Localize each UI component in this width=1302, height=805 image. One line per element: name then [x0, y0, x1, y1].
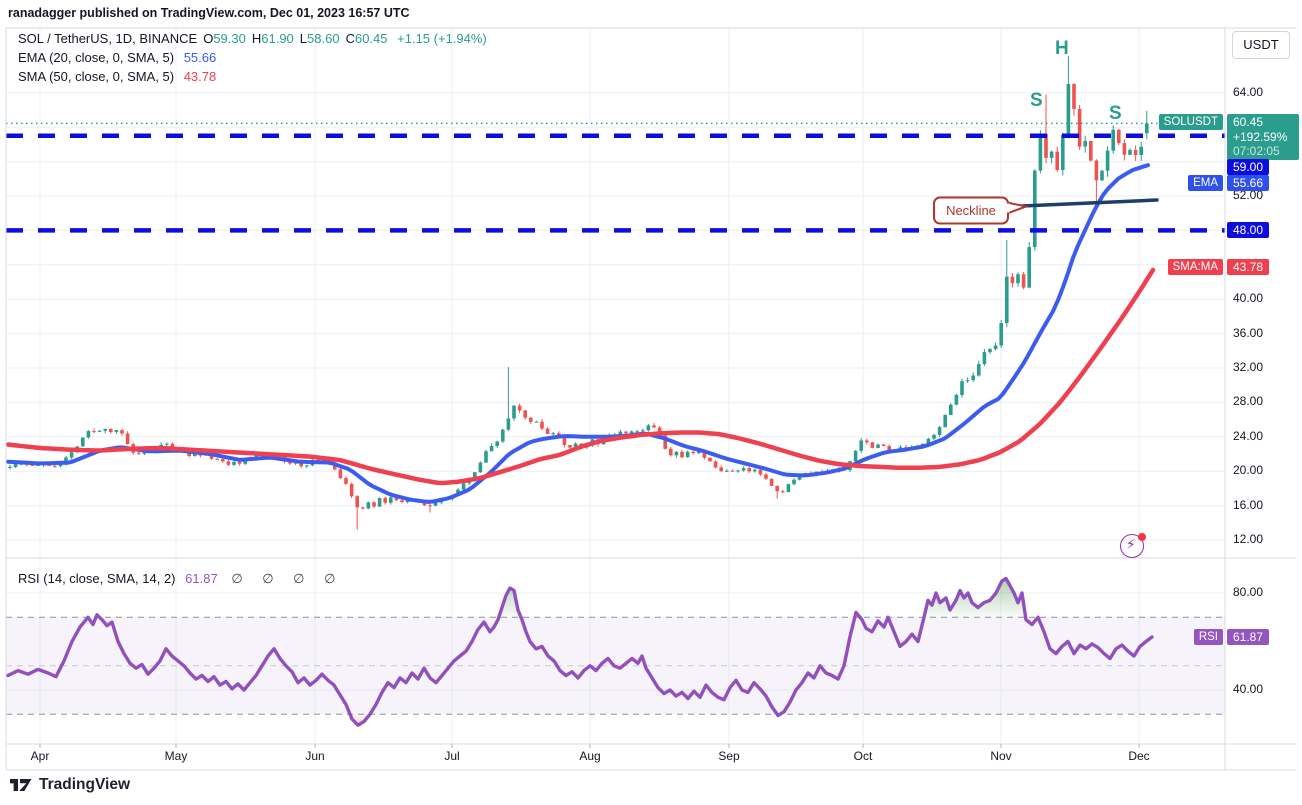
rsi-empty-params: ∅ ∅ ∅ ∅: [231, 571, 344, 586]
price-tick: 36.00: [1233, 325, 1264, 340]
price-tick: 52.00: [1233, 188, 1264, 202]
current-price-value: 60.45: [1233, 115, 1264, 129]
rsi-value-badge: 61.87: [1227, 629, 1270, 645]
change-value: +1.15 (+1.94%): [397, 31, 487, 46]
month-label: Oct: [853, 749, 873, 763]
neckline-callout-label: Neckline: [946, 203, 996, 218]
sma-value-badge: 43.78: [1227, 259, 1270, 275]
ema-legend: EMA (20, close, 0, SMA, 5) 55.66: [18, 50, 216, 65]
price-tick: 32.00: [1233, 360, 1264, 374]
month-label: Aug: [579, 749, 601, 763]
bar-countdown: 07:02:05: [1233, 144, 1280, 159]
ema-value-badge: 55.66: [1227, 175, 1270, 191]
attribution: ranadagger published on TradingView.com,…: [8, 6, 410, 20]
month-label: Jul: [444, 749, 460, 763]
ohlc-item: H61.90: [251, 31, 294, 46]
symbol-legend: SOL / TetherUS, 1D, BINANCE O59.30 H61.90 L…: [18, 31, 487, 46]
level-59-badge: 59.00: [1227, 159, 1270, 175]
ohlc-item: L58.60: [299, 31, 340, 46]
head-label: H: [1055, 38, 1069, 59]
change-percent-value: +192.59%: [1233, 129, 1288, 144]
month-label: May: [164, 749, 188, 763]
price-tick: 40.00: [1233, 291, 1264, 306]
month-label: Sep: [718, 749, 740, 763]
symbol-price-label: SOLUSDT: [1158, 114, 1223, 130]
sma-axis-label: SMA:MA: [1167, 259, 1223, 275]
flash-circle-icon: [1120, 534, 1144, 558]
tradingview-mark-icon: [10, 778, 32, 791]
ohlc-item: O59.30: [203, 31, 246, 46]
sma-legend: SMA (50, close, 0, SMA, 5) 43.78: [18, 69, 216, 84]
ohlc-values: O59.30 H61.90 L58.60 C60.45: [197, 31, 387, 46]
price-tick: 64.00: [1233, 84, 1264, 99]
month-label: Jun: [305, 749, 325, 763]
month-label: Nov: [990, 749, 1012, 763]
price-tick: 24.00: [1233, 428, 1264, 443]
price-tick: 20.00: [1233, 463, 1264, 478]
price-tick: 12.00: [1233, 532, 1264, 546]
rsi-tick: 80.00: [1233, 585, 1264, 599]
level-48-badge: 48.00: [1227, 222, 1270, 238]
month-label: Apr: [30, 749, 50, 763]
flash-button[interactable]: ⚡: [1120, 533, 1146, 559]
ema-legend-label: EMA (20, close, 0, SMA, 5): [18, 50, 175, 65]
ema-axis-label: EMA: [1188, 175, 1223, 191]
month-label: Dec: [1128, 749, 1150, 763]
price-tick: 16.00: [1233, 497, 1264, 512]
sma-legend-value: 43.78: [183, 69, 217, 84]
ohlc-item: C60.45: [345, 31, 388, 46]
rsi-legend-value: 61.87: [185, 571, 218, 586]
left-shoulder-label: S: [1030, 90, 1043, 111]
rsi-legend-label: RSI (14, close, SMA, 14, 2): [18, 571, 176, 586]
current-price-badge: 60.45 +192.59% 07:02:05: [1227, 114, 1299, 160]
tradingview-logo[interactable]: TradingView: [10, 776, 130, 794]
price-tick: 28.00: [1233, 394, 1264, 409]
lightning-icon: ⚡: [1126, 536, 1136, 552]
currency-toggle-button[interactable]: USDT: [1232, 31, 1290, 59]
notification-dot: [1138, 533, 1146, 541]
rsi-axis-label: RSI: [1193, 629, 1223, 645]
sma-legend-label: SMA (50, close, 0, SMA, 5): [18, 69, 175, 84]
right-shoulder-label: S: [1109, 103, 1122, 124]
tradingview-logo-text: TradingView: [39, 776, 131, 793]
rsi-legend: RSI (14, close, SMA, 14, 2) 61.87 ∅ ∅ ∅ …: [18, 571, 343, 587]
symbol-title: SOL / TetherUS, 1D, BINANCE: [18, 31, 198, 46]
ema-legend-value: 55.66: [183, 50, 217, 65]
rsi-tick: 40.00: [1233, 682, 1264, 696]
